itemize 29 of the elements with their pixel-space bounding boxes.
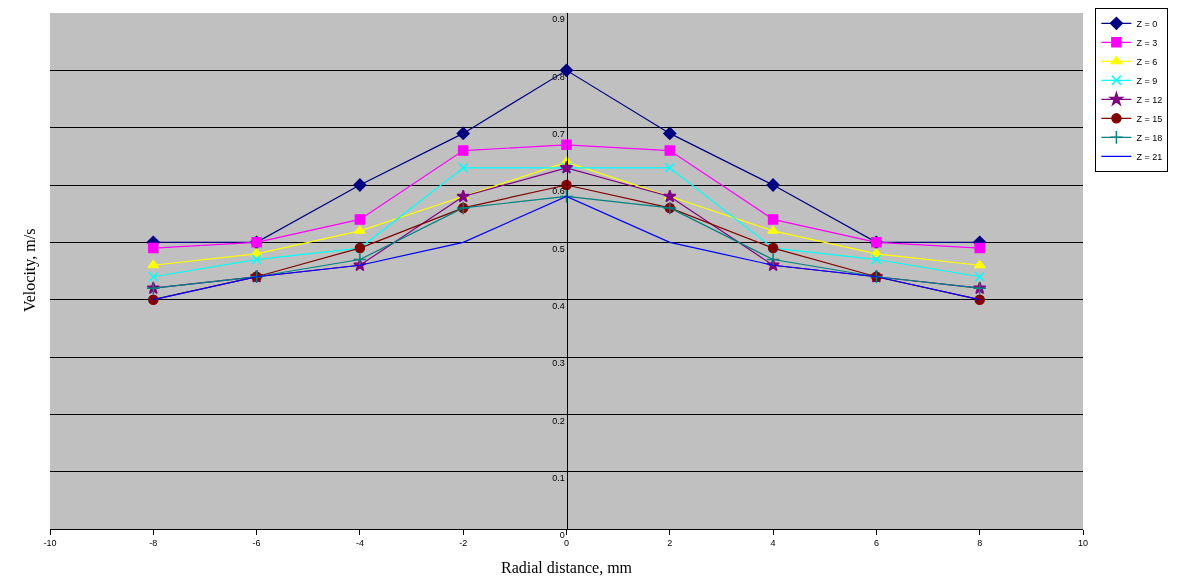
- y-tick-label: 0.4: [552, 301, 565, 312]
- x-tick-label: 2: [667, 537, 673, 548]
- legend-label: Z = 0: [1136, 18, 1158, 29]
- x-tick-label: -4: [355, 537, 364, 548]
- y-tick-label: 0.3: [552, 358, 565, 369]
- legend-label: Z = 3: [1136, 37, 1158, 48]
- legend-label: Z = 15: [1136, 113, 1163, 124]
- legend-label: Z = 18: [1136, 132, 1163, 143]
- x-tick-label: 10: [1077, 537, 1089, 548]
- y-tick-label: 0.1: [552, 473, 565, 484]
- x-axis-title: Radial distance, mm: [500, 559, 633, 577]
- x-tick-label: -10: [43, 537, 57, 548]
- legend-label: Z = 12: [1136, 94, 1163, 105]
- y-tick-label: 0.5: [552, 243, 565, 254]
- x-tick-label: 6: [873, 537, 879, 548]
- y-tick-label: 0.9: [552, 14, 565, 25]
- y-tick-label: 0.6: [552, 186, 565, 197]
- x-tick-label: 4: [770, 537, 776, 548]
- x-tick-label: -6: [252, 537, 261, 548]
- y-tick-label: 0: [559, 530, 565, 541]
- x-tick-label: 8: [977, 537, 983, 548]
- x-tick-label: -8: [149, 537, 158, 548]
- y-tick-label: 0.7: [552, 129, 565, 140]
- legend-label: Z = 21: [1136, 151, 1163, 162]
- legend-label: Z = 6: [1136, 56, 1158, 67]
- x-tick-label: -2: [459, 537, 468, 548]
- y-axis-title: Velocity, m/s: [21, 228, 40, 313]
- y-tick-label: 0.2: [552, 415, 565, 426]
- legend-label: Z = 9: [1136, 75, 1158, 86]
